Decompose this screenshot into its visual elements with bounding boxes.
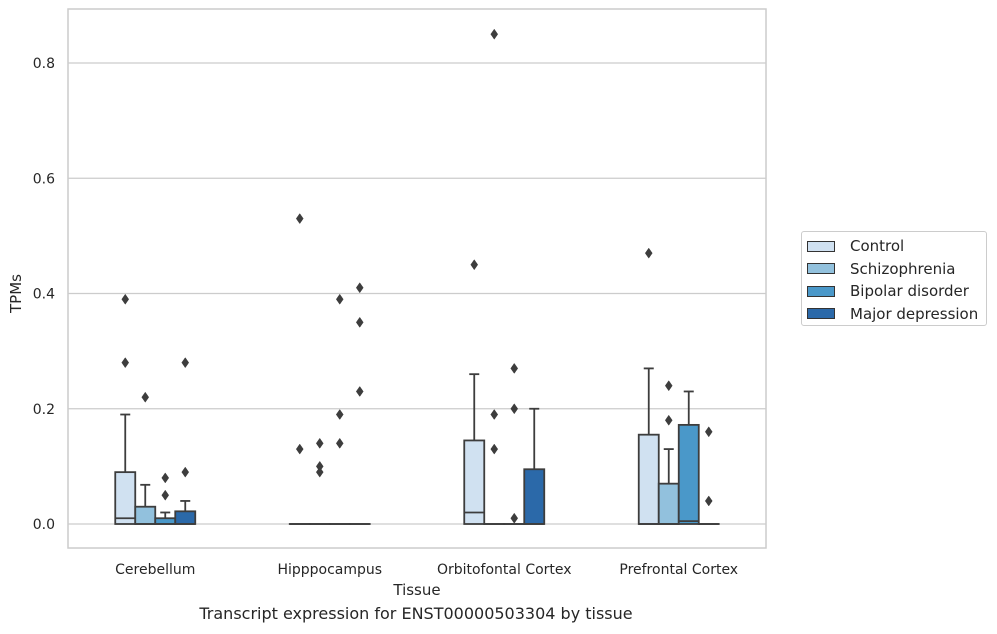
- box: [637, 433, 660, 525]
- outlier-point: [510, 512, 519, 524]
- box: [134, 505, 157, 525]
- legend-item: Control: [807, 235, 986, 258]
- outlier-point: [141, 391, 150, 403]
- outlier-point: [355, 386, 364, 397]
- legend-swatch: [807, 263, 835, 275]
- outlier-point: [295, 443, 304, 455]
- y-tick-label: 0.6: [33, 171, 55, 187]
- outlier-point: [490, 28, 499, 40]
- x-tick-label: Hipppocampus: [277, 562, 382, 578]
- y-tick-label: 0.0: [33, 517, 55, 533]
- x-axis-label: Tissue: [392, 581, 440, 599]
- x-tick-label: Cerebellum: [115, 562, 195, 578]
- legend: Control Schizophrenia Bipolar disorder Majo…: [801, 231, 987, 326]
- outlier-point: [335, 437, 344, 449]
- outlier-point: [510, 362, 519, 374]
- plot-frame: [67, 8, 767, 549]
- box: [114, 471, 137, 525]
- box: [174, 510, 197, 525]
- outlier-point: [161, 489, 170, 501]
- legend-swatch: [807, 308, 835, 320]
- legend-item: Major depression: [807, 303, 986, 326]
- outlier-point: [315, 437, 324, 449]
- outlier-point: [490, 409, 499, 420]
- outlier-point: [355, 282, 364, 294]
- legend-label: Bipolar disorder: [850, 282, 969, 301]
- outlier-point: [704, 495, 713, 507]
- legend-label: Major depression: [850, 304, 979, 323]
- legend-item: Bipolar disorder: [807, 280, 986, 303]
- box: [657, 482, 680, 525]
- outlier-point: [181, 466, 190, 478]
- x-tick-label: Prefrontal Cortex: [619, 562, 738, 578]
- outlier-point: [490, 443, 499, 455]
- box: [677, 423, 700, 525]
- chart-caption: Transcript expression for ENST0000050330…: [199, 604, 633, 623]
- y-tick-label: 0.8: [33, 56, 55, 72]
- legend-item: Schizophrenia: [807, 258, 986, 281]
- legend-label: Control: [850, 237, 905, 256]
- outlier-point: [315, 466, 324, 478]
- y-tick-label: 0.4: [33, 287, 55, 303]
- legend-label: Schizophrenia: [850, 259, 956, 278]
- outlier-point: [704, 426, 713, 438]
- outlier-point: [664, 380, 673, 392]
- y-tick-label: 0.2: [33, 402, 55, 418]
- legend-swatch: [807, 240, 835, 252]
- outlier-point: [355, 316, 364, 328]
- outlier-point: [470, 259, 479, 271]
- outlier-point: [335, 293, 344, 305]
- outlier-point: [121, 357, 130, 369]
- outlier-point: [644, 247, 653, 259]
- legend-swatch: [807, 285, 835, 297]
- outlier-point: [664, 414, 673, 426]
- outlier-point: [510, 403, 519, 415]
- box: [463, 439, 486, 525]
- y-axis-label: TPMs: [7, 274, 25, 314]
- box: [523, 468, 546, 525]
- outlier-point: [181, 357, 190, 369]
- outlier-point: [335, 409, 344, 420]
- outlier-point: [295, 213, 304, 225]
- outlier-point: [121, 293, 130, 305]
- x-tick-label: Orbitofontal Cortex: [437, 562, 572, 578]
- outlier-point: [161, 472, 170, 484]
